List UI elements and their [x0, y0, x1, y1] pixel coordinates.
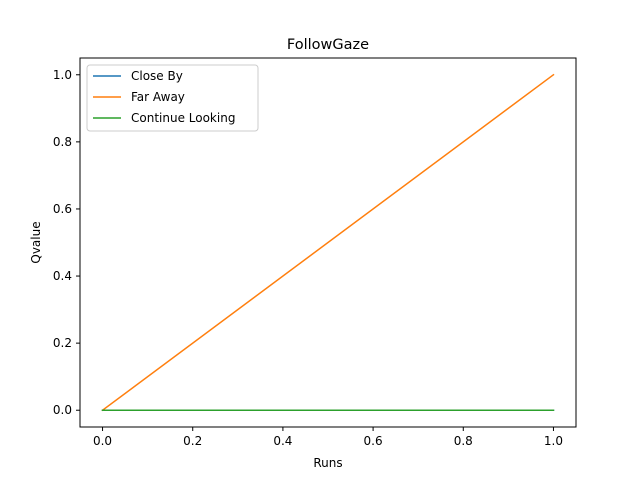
- legend-box: [86, 64, 259, 132]
- x-tick-label: 0.0: [93, 434, 112, 448]
- legend-label-1: Far Away: [131, 90, 185, 104]
- y-tick-label: 0.8: [53, 135, 72, 149]
- plot-area: 0.0 0.2 0.4 0.6 0.8 1.0 0.0 0.2 0.4 0.6 0.8 1.0: [53, 68, 563, 448]
- chart-title: FollowGaze: [287, 37, 369, 53]
- legend-label-2: Continue Looking: [131, 111, 235, 125]
- x-tick-label: 0.8: [454, 434, 473, 448]
- x-axis-title: Runs: [313, 456, 342, 470]
- y-axis-title: Qvalue: [29, 221, 43, 263]
- axes-frame: [79, 57, 577, 428]
- legend-label-0: Close By: [131, 69, 183, 83]
- x-tick-label: 1.0: [544, 434, 563, 448]
- y-tick-label: 0.2: [53, 336, 72, 350]
- x-tick-label: 0.4: [273, 434, 292, 448]
- series-line-1: [101, 73, 555, 412]
- y-tick-label: 0.6: [53, 202, 72, 216]
- y-tick-label: 0.0: [53, 403, 72, 417]
- x-tick-label: 0.2: [183, 434, 202, 448]
- y-tick-label: 1.0: [53, 68, 72, 82]
- legend: Close By Far Away Continue Looking: [86, 64, 259, 132]
- y-tick-label: 0.4: [53, 269, 72, 283]
- x-tick-label: 0.6: [364, 434, 383, 448]
